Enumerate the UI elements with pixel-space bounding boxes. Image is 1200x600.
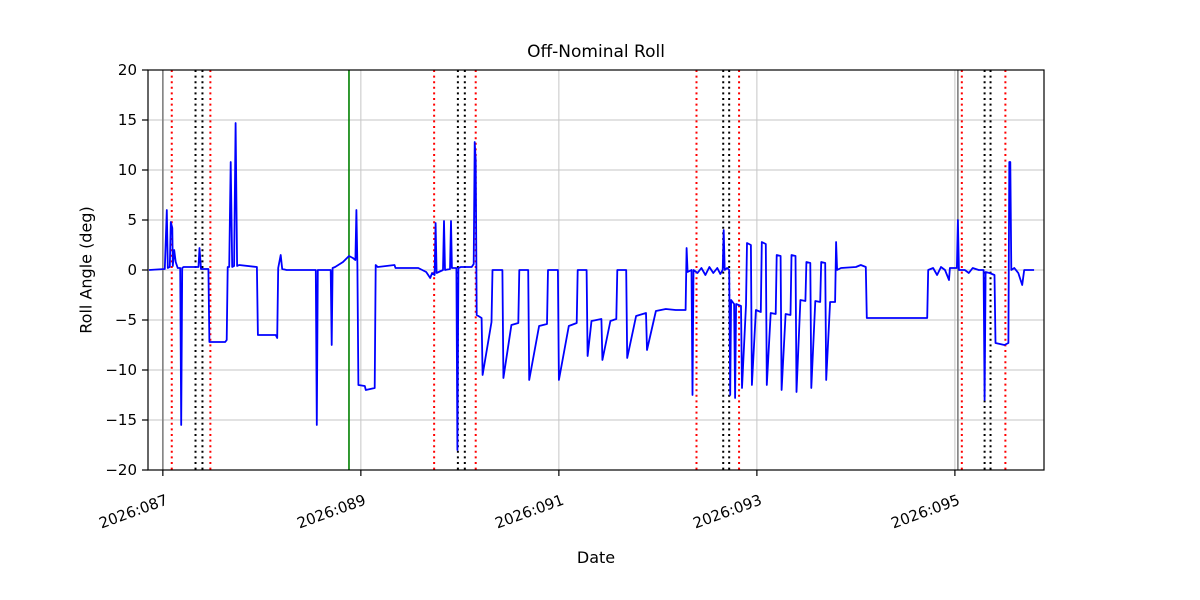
- x-axis-label: Date: [576, 548, 616, 567]
- chart-title: Off-Nominal Roll: [527, 42, 665, 62]
- y-tick-label: −10: [105, 361, 137, 379]
- y-axis-label: Roll Angle (deg): [76, 206, 96, 334]
- y-tick-label: 20: [118, 61, 137, 79]
- y-tick-label: −20: [105, 461, 137, 479]
- y-tick-label: 10: [118, 161, 137, 179]
- y-tick-label: 15: [118, 111, 137, 129]
- roll-angle-line: [148, 122, 1035, 451]
- x-tick-label: 2026:093: [691, 491, 765, 532]
- x-tick-label: 2026:089: [295, 491, 369, 532]
- y-tick-label: 5: [127, 211, 137, 229]
- y-tick-label: −5: [115, 311, 137, 329]
- y-tick-label: −15: [105, 411, 137, 429]
- x-tick-label: 2026:095: [889, 491, 963, 532]
- y-tick-label: 0: [127, 261, 137, 279]
- x-tick-label: 2026:091: [493, 491, 567, 532]
- x-tick-label: 2026:087: [97, 491, 171, 532]
